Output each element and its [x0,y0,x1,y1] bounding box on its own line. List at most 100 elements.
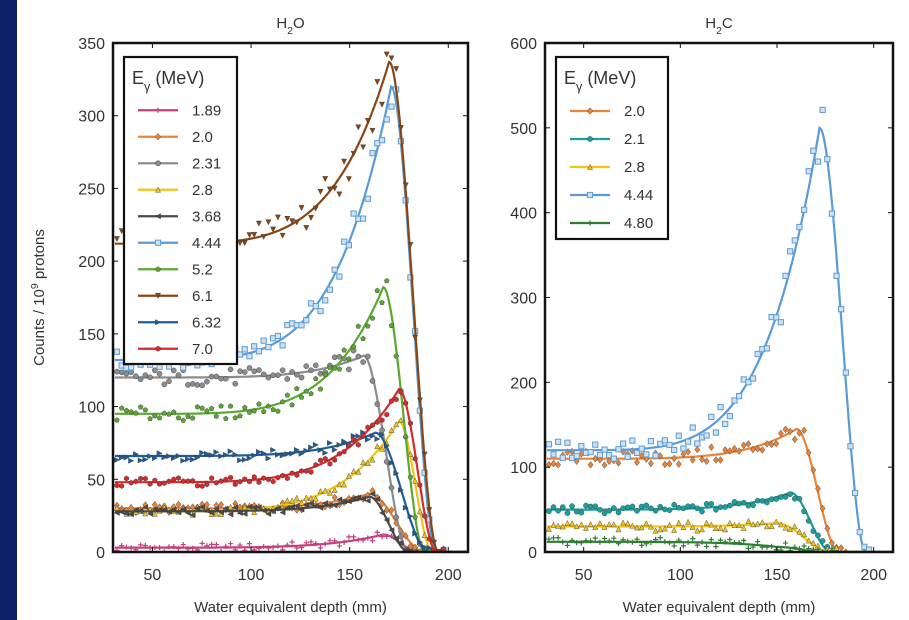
data-point [147,481,153,487]
data-point [759,498,766,504]
data-point [190,545,196,551]
data-point [564,439,571,446]
data-point [199,382,205,389]
legend-box [554,55,670,241]
data-point [768,440,775,449]
legend-marker [587,136,593,142]
data-point [355,433,362,440]
legend-marker [155,345,161,352]
data-point [274,505,281,512]
data-point [559,454,566,461]
data-point [123,370,130,377]
data-point [402,182,409,189]
data-point [374,401,381,407]
data-point [379,427,385,434]
data-point [128,511,134,518]
data-point [203,507,210,514]
data-point [236,510,243,516]
data-point [133,451,139,458]
data-point [583,524,589,531]
data-point [666,507,673,513]
data-point [274,332,281,340]
data-point [223,415,229,421]
legend-entry: 4.80 [570,215,653,232]
data-point [241,240,248,247]
data-point [828,210,836,217]
data-point [647,523,654,530]
data-point [726,447,733,455]
data-point [142,504,149,511]
data-point [331,266,338,273]
series-3-68 [113,491,466,552]
data-point [138,475,144,482]
data-point [671,501,677,508]
data-point [236,351,244,358]
data-point [397,125,404,131]
data-point [722,526,729,533]
data-point [787,526,794,532]
data-point [773,518,780,525]
data-point [675,519,682,526]
data-point [384,411,390,418]
series-7-0 [114,387,466,552]
data-point [750,544,756,550]
data-point [652,536,659,543]
data-point [685,518,692,525]
data-point [671,454,677,463]
data-point [564,542,571,549]
data-point [331,185,338,192]
data-point [336,273,343,280]
data-point [265,511,272,517]
legend-label: 3.68 [192,208,221,225]
data-point [365,436,371,443]
data-point [242,404,248,410]
y-tick-label: 300 [78,109,105,126]
data-point [246,455,253,462]
data-point [260,408,267,414]
data-point [379,417,385,424]
data-point [345,242,352,249]
data-point [615,509,622,516]
legend-entry: 2.31 [138,155,221,172]
legend-marker [155,292,161,299]
data-point [689,424,696,431]
data-point [237,413,243,419]
data-point [350,210,357,217]
data-point [170,455,177,462]
data-point [194,404,201,410]
data-point [374,287,381,293]
data-point [246,478,252,485]
data-point [643,451,650,458]
data-point [261,475,267,481]
data-point [246,365,253,371]
data-point [175,453,182,459]
data-point [374,419,380,426]
data-point [151,506,158,513]
data-point [643,541,649,547]
data-point [133,373,139,380]
legend-title-end: (MeV) [582,68,636,88]
data-point [657,526,664,533]
data-point [379,431,386,438]
legend-marker [587,107,593,115]
y-tick-label: 100 [78,400,105,417]
legend-entry: 7.0 [138,341,213,358]
data-point [180,478,186,485]
data-point [222,505,229,512]
data-point [421,544,428,550]
legend: Eγ (MeV) 2.0 2.1 2.8 4.44 4.80 [554,55,670,241]
data-point [559,504,566,510]
data-point [722,420,729,428]
data-point [142,510,149,517]
title-main: H [705,15,716,32]
legend-marker [587,220,593,226]
data-point [260,337,267,344]
data-point [341,448,347,455]
data-point [383,458,390,465]
series-2-31 [114,347,466,552]
data-point [251,231,258,238]
data-point [227,541,234,547]
data-point [346,442,352,448]
legend-label: 4.44 [192,235,221,252]
